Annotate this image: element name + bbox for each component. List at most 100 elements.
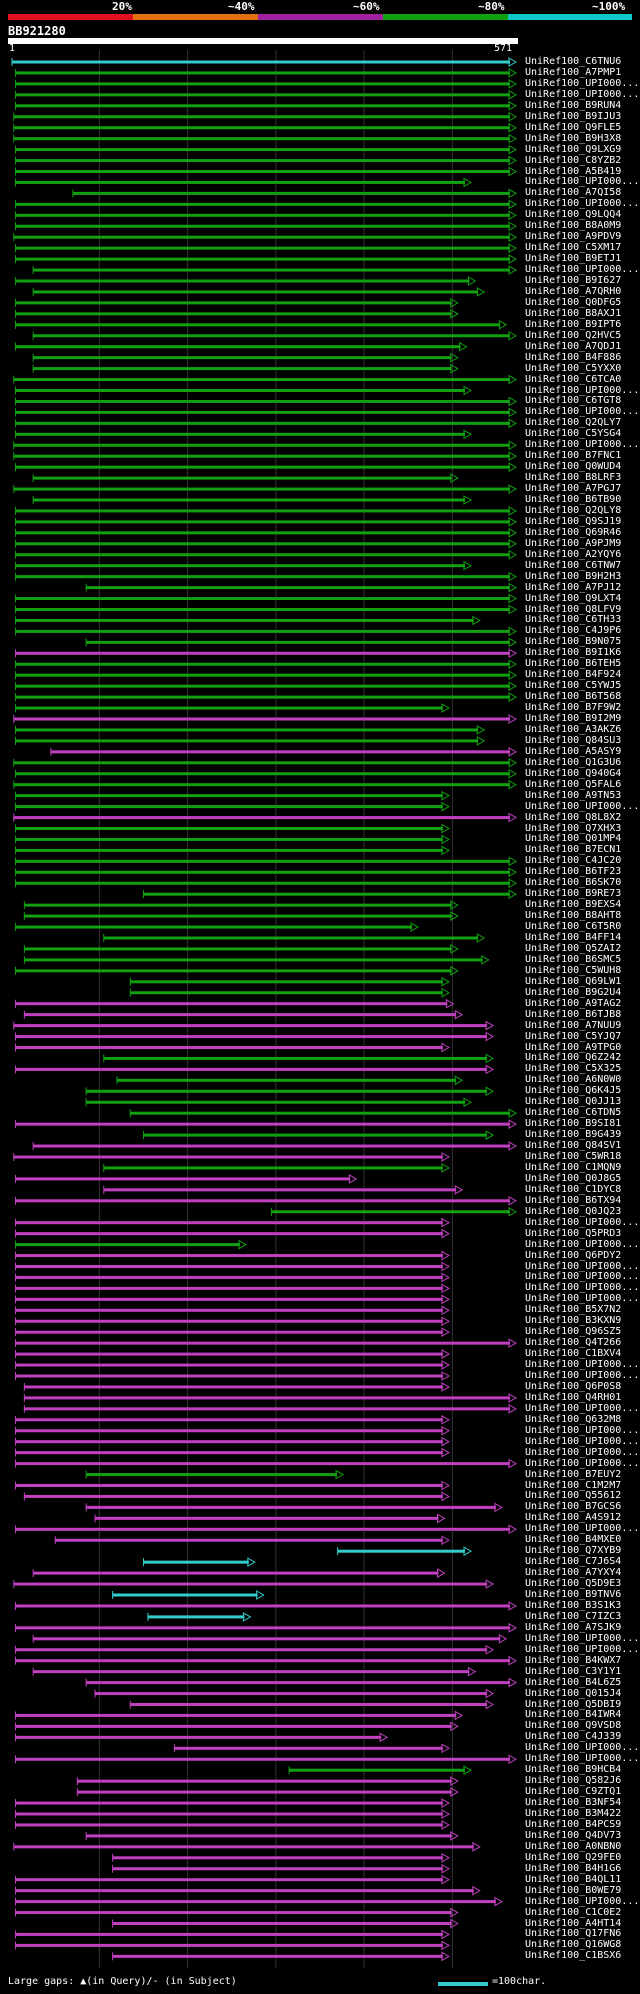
hit-bar[interactable]	[77, 1790, 452, 1794]
hit-bar[interactable]	[112, 1867, 443, 1871]
hit-bar[interactable]	[86, 1681, 510, 1685]
hit-label[interactable]: UniRef100_B6TEH5	[525, 658, 622, 670]
hit-bar[interactable]	[15, 520, 511, 524]
hit-label[interactable]: UniRef100_Q7XYB9	[525, 1545, 622, 1557]
hit-bar[interactable]	[15, 1626, 511, 1630]
hit-bar[interactable]	[24, 903, 452, 907]
hit-bar[interactable]	[15, 257, 511, 261]
hit-bar[interactable]	[15, 1232, 443, 1236]
hit-bar[interactable]	[337, 1549, 465, 1553]
hit-bar[interactable]	[15, 805, 443, 809]
hit-label[interactable]: UniRef100_C1BXV4	[525, 1348, 622, 1360]
hit-bar[interactable]	[15, 1724, 452, 1728]
hit-bar[interactable]	[33, 1144, 510, 1148]
hit-bar[interactable]	[15, 662, 511, 666]
hit-bar[interactable]	[15, 1352, 443, 1356]
hit-label[interactable]: UniRef100_B3NF54	[525, 1797, 622, 1809]
hit-label[interactable]: UniRef100_Q2QLY8	[525, 504, 622, 516]
hit-bar[interactable]	[15, 1046, 443, 1049]
hit-label[interactable]: UniRef100_A7QI58	[525, 187, 622, 199]
hit-label[interactable]: UniRef100_B9I2M9	[525, 713, 622, 724]
hit-label[interactable]: UniRef100_UPI000...	[525, 800, 640, 812]
hit-bar[interactable]	[15, 213, 511, 217]
hit-label[interactable]: UniRef100_C5YJQ7	[525, 1030, 622, 1042]
hit-label[interactable]: UniRef100_Q015J4	[525, 1687, 622, 1699]
hit-label[interactable]: UniRef100_C4J339	[525, 1731, 622, 1743]
hit-label[interactable]: UniRef100_A7QRH0	[525, 285, 622, 297]
hit-label[interactable]: UniRef100_B4H1G6	[525, 1862, 622, 1874]
hit-bar[interactable]	[130, 1703, 488, 1706]
hit-bar[interactable]	[55, 1538, 443, 1542]
hit-label[interactable]: UniRef100_Q7XHX3	[525, 822, 622, 834]
hit-bar[interactable]	[15, 465, 511, 469]
hit-label[interactable]: UniRef100_Q6PDY2	[525, 1249, 622, 1261]
hit-label[interactable]: UniRef100_A7PJ12	[525, 581, 622, 593]
hit-label[interactable]: UniRef100_A5B419	[525, 165, 622, 177]
hit-label[interactable]: UniRef100_Q1G3U6	[525, 756, 622, 768]
hit-bar[interactable]	[15, 597, 511, 601]
hit-label[interactable]: UniRef100_Q8LFV9	[525, 603, 622, 615]
hit-label[interactable]: UniRef100_A7PMP1	[525, 66, 622, 78]
hit-bar[interactable]	[15, 1943, 443, 1947]
hit-label[interactable]: UniRef100_UPI000...	[525, 264, 640, 276]
hit-bar[interactable]	[15, 1243, 240, 1247]
hit-bar[interactable]	[15, 684, 511, 688]
hit-bar[interactable]	[289, 1768, 465, 1772]
hit-label[interactable]: UniRef100_B8LRF3	[525, 472, 622, 484]
hit-bar[interactable]	[15, 345, 461, 349]
hit-label[interactable]: UniRef100_C6TH33	[525, 614, 622, 626]
hit-bar[interactable]	[15, 695, 511, 699]
hit-bar[interactable]	[15, 1199, 511, 1203]
hit-bar[interactable]	[33, 1571, 439, 1575]
hit-label[interactable]: UniRef100_B4F924	[525, 669, 622, 681]
hit-bar[interactable]	[15, 575, 511, 579]
hit-bar[interactable]	[15, 608, 511, 611]
hit-label[interactable]: UniRef100_C1C0E2	[525, 1906, 622, 1918]
hit-label[interactable]: UniRef100_B5X7N2	[525, 1304, 622, 1316]
hit-label[interactable]: UniRef100_B3S1K3	[525, 1599, 622, 1611]
hit-bar[interactable]	[112, 1954, 443, 1958]
hit-label[interactable]: UniRef100_Q01MP4	[525, 833, 622, 845]
hit-label[interactable]: UniRef100_B6TX94	[525, 1194, 622, 1206]
hit-label[interactable]: UniRef100_B9HCB4	[525, 1764, 622, 1776]
hit-bar[interactable]	[15, 1363, 443, 1367]
hit-bar[interactable]	[33, 1637, 501, 1641]
hit-bar[interactable]	[15, 1374, 443, 1378]
hit-bar[interactable]	[130, 991, 443, 995]
hit-bar[interactable]	[15, 1527, 511, 1531]
hit-label[interactable]: UniRef100_A9PJM9	[525, 537, 622, 549]
hit-label[interactable]: UniRef100_B6T568	[525, 691, 622, 703]
hit-bar[interactable]	[174, 1746, 443, 1750]
hit-label[interactable]: UniRef100_UPI000...	[525, 1435, 640, 1447]
hit-label[interactable]: UniRef100_C1BSX6	[525, 1950, 622, 1962]
hit-bar[interactable]	[15, 772, 511, 776]
hit-bar[interactable]	[15, 1659, 511, 1663]
hit-bar[interactable]	[15, 706, 443, 710]
hit-bar[interactable]	[15, 82, 511, 86]
hit-label[interactable]: UniRef100_Q0DFG5	[525, 296, 622, 308]
hit-label[interactable]: UniRef100_Q632M8	[525, 1413, 622, 1425]
hit-label[interactable]: UniRef100_B9H2H3	[525, 570, 622, 582]
hit-label[interactable]: UniRef100_C6TDN5	[525, 1107, 622, 1119]
hit-label[interactable]: UniRef100_C6TNU6	[525, 56, 622, 67]
hit-label[interactable]: UniRef100_C7IZC3	[525, 1610, 622, 1622]
hit-label[interactable]: UniRef100_Q2QLY7	[525, 417, 622, 429]
hit-bar[interactable]	[15, 618, 474, 622]
hit-bar[interactable]	[15, 104, 511, 108]
hit-label[interactable]: UniRef100_Q5PRD3	[525, 1227, 622, 1239]
hit-label[interactable]: UniRef100_C6TCA0	[525, 373, 622, 385]
hit-bar[interactable]	[15, 848, 443, 852]
hit-label[interactable]: UniRef100_A2YQY6	[525, 548, 622, 560]
hit-label[interactable]: UniRef100_B9RE73	[525, 888, 622, 900]
hit-bar[interactable]	[15, 881, 511, 885]
hit-label[interactable]: UniRef100_B4L6Z5	[525, 1676, 622, 1688]
hit-bar[interactable]	[86, 1834, 452, 1838]
hit-bar[interactable]	[86, 1473, 338, 1477]
hit-bar[interactable]	[13, 783, 510, 787]
hit-label[interactable]: UniRef100_UPI000...	[525, 1216, 640, 1228]
hit-bar[interactable]	[15, 673, 511, 677]
hit-label[interactable]: UniRef100_B9SI81	[525, 1118, 622, 1130]
hit-bar[interactable]	[15, 1319, 443, 1323]
hit-bar[interactable]	[15, 1462, 511, 1466]
hit-bar[interactable]	[15, 531, 511, 535]
